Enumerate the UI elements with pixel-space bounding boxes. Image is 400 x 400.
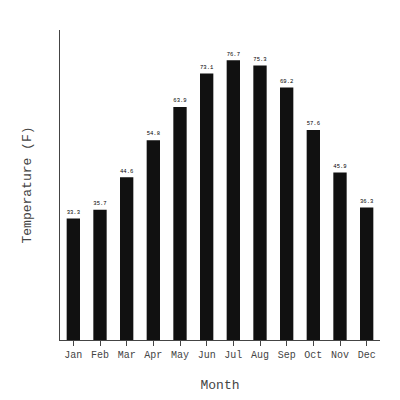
svg-text:Aug: Aug — [251, 350, 269, 361]
svg-text:Jul: Jul — [224, 350, 242, 361]
svg-text:Jan: Jan — [64, 350, 82, 361]
svg-text:Feb: Feb — [91, 350, 109, 361]
svg-text:73.1: 73.1 — [200, 64, 214, 71]
svg-text:Jun: Jun — [198, 350, 216, 361]
svg-text:Oct: Oct — [304, 350, 322, 361]
svg-text:75.3: 75.3 — [253, 56, 266, 63]
svg-text:54.8: 54.8 — [147, 130, 160, 137]
svg-text:Apr: Apr — [144, 350, 162, 361]
svg-text:May: May — [171, 350, 189, 361]
svg-text:33.3: 33.3 — [67, 209, 80, 216]
svg-text:Temperature (F): Temperature (F) — [20, 126, 35, 243]
svg-text:76.7: 76.7 — [227, 51, 240, 58]
svg-text:63.9: 63.9 — [173, 97, 186, 104]
svg-text:Sep: Sep — [278, 350, 296, 361]
svg-text:36.3: 36.3 — [360, 198, 373, 205]
svg-text:69.2: 69.2 — [280, 78, 293, 85]
svg-text:57.6: 57.6 — [307, 120, 320, 127]
svg-text:44.6: 44.6 — [120, 168, 133, 175]
svg-text:Nov: Nov — [331, 350, 349, 361]
svg-text:Month: Month — [200, 378, 239, 393]
svg-text:35.7: 35.7 — [93, 200, 106, 207]
svg-text:45.9: 45.9 — [333, 163, 346, 170]
svg-text:Mar: Mar — [118, 350, 136, 361]
svg-text:Dec: Dec — [358, 350, 376, 361]
